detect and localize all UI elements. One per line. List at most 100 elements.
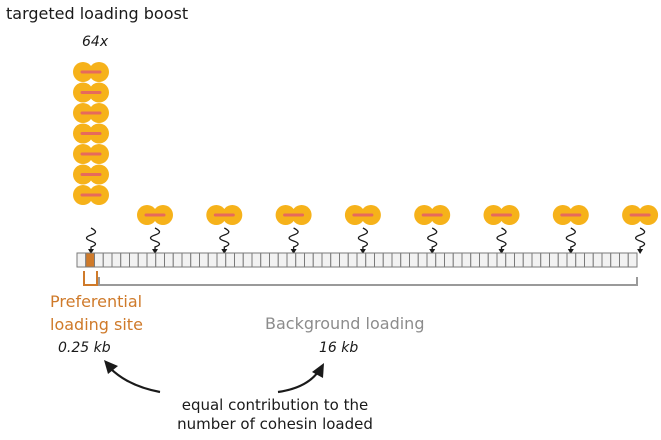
- chromatin-segment: [487, 252, 498, 268]
- background-bracket: [98, 277, 638, 286]
- cohesin-group: [73, 62, 659, 254]
- chromatin-segment: [129, 252, 139, 268]
- chromatin-segment: [120, 252, 130, 268]
- squiggle-arrowhead: [221, 249, 228, 254]
- chromatin-segment: [610, 252, 620, 268]
- background-cohesin: [206, 205, 243, 225]
- chromatin-segment: [321, 252, 332, 268]
- dna-squiggle: [357, 227, 369, 251]
- note-line1: equal contribution to the: [181, 396, 369, 414]
- chromatin-segment: [164, 252, 174, 268]
- background-size: 16 kb: [319, 340, 359, 356]
- chromatin-segment: [601, 252, 612, 268]
- preferential-label-line2: loading site: [50, 315, 143, 334]
- squiggle-arrowhead: [88, 249, 94, 254]
- stacked-cohesin: [73, 103, 109, 123]
- chromatin-segment: [514, 252, 524, 268]
- chromatin-segment: [531, 252, 542, 268]
- chromatin-segment: [102, 252, 113, 268]
- chromatin-segment: [190, 252, 200, 268]
- chromatin-segment: [522, 252, 533, 268]
- chromatin-segment: [242, 252, 253, 268]
- contribution-note: equal contribution to the number of cohe…: [120, 396, 430, 434]
- dna-squiggle: [288, 227, 299, 251]
- chromatin-segment: [286, 252, 297, 268]
- preferential-label: Preferential loading site: [50, 290, 143, 336]
- chromatin-segment: [269, 252, 279, 268]
- chromatin-segment: [461, 252, 472, 268]
- squiggle-arrowhead: [429, 249, 436, 254]
- chromatin-segment: [207, 252, 218, 268]
- chromatin-segment: [76, 252, 87, 268]
- boost-value: 64x: [82, 34, 109, 50]
- chromatin-segment: [540, 252, 550, 268]
- dna-squiggle: [496, 227, 507, 251]
- chromatin-segment: [479, 252, 489, 268]
- preferential-bracket: [83, 271, 98, 286]
- chromatin-segment: [304, 252, 314, 268]
- chromatin-segment: [225, 252, 235, 268]
- chromatin-segment: [111, 252, 122, 268]
- chromatin-segment: [584, 252, 594, 268]
- stacked-cohesin: [73, 185, 109, 205]
- dna-squiggle: [85, 227, 97, 251]
- chromatin-segment: [435, 252, 445, 268]
- preferential-label-line1: Preferential: [50, 292, 143, 311]
- chromatin-segment: [347, 252, 358, 268]
- chromatin-segment: [592, 252, 603, 268]
- dna-squiggle: [427, 227, 438, 251]
- chromatin-segment: [557, 252, 568, 268]
- dna-squiggle: [219, 227, 230, 251]
- chromatin-segment: [566, 252, 577, 268]
- chromatin-segment: [356, 252, 367, 268]
- chromatin-segment: [444, 252, 454, 268]
- squiggle-arrowhead: [290, 249, 297, 254]
- chromatin-segment: [619, 252, 629, 268]
- chromatin-segment: [277, 252, 288, 268]
- chromatin-segment: [312, 252, 323, 268]
- squiggle-arrowhead: [567, 249, 574, 254]
- background-cohesin: [483, 205, 520, 225]
- chromatin-fiber: [76, 252, 638, 268]
- squiggle-arrowhead: [359, 249, 366, 254]
- background-cohesin: [552, 205, 589, 225]
- squiggle-arrowhead: [152, 249, 158, 254]
- background-cohesin: [344, 205, 381, 225]
- chromatin-segment: [400, 252, 410, 268]
- preferential-segment: [85, 252, 95, 268]
- right-curved-arrow: [277, 371, 319, 394]
- chromatin-segment: [146, 252, 157, 268]
- stacked-cohesin: [73, 164, 109, 185]
- stacked-cohesin: [73, 123, 109, 144]
- squiggle-arrowhead: [637, 249, 644, 254]
- left-arrow-head: [104, 360, 118, 374]
- chromatin-segment: [470, 252, 480, 268]
- chromatin-segment: [417, 252, 428, 268]
- chromatin-segment: [382, 252, 393, 268]
- background-cohesin: [137, 205, 173, 225]
- chromatin-segment: [260, 252, 270, 268]
- dna-squiggle: [149, 227, 161, 251]
- chromatin-segment: [94, 252, 104, 268]
- squiggle-arrowhead: [498, 249, 505, 254]
- chromatin-segment: [199, 252, 209, 268]
- chromatin-segment: [155, 252, 165, 268]
- chromatin-segment: [251, 252, 262, 268]
- chromatin-segment: [234, 252, 244, 268]
- title: targeted loading boost: [6, 4, 189, 23]
- chromatin-segment: [627, 252, 638, 268]
- chromatin-segment: [330, 252, 340, 268]
- chromatin-segment: [137, 252, 148, 268]
- chromatin-segment: [365, 252, 375, 268]
- chromatin-segment: [295, 252, 305, 268]
- dna-squiggle: [634, 227, 646, 251]
- left-curved-arrow: [109, 367, 161, 394]
- chromatin-segment: [172, 252, 183, 268]
- stacked-cohesin: [73, 62, 109, 82]
- preferential-size: 0.25 kb: [58, 340, 111, 356]
- chromatin-segment: [575, 252, 585, 268]
- chromatin-segment: [181, 252, 192, 268]
- stacked-cohesin: [73, 144, 109, 164]
- chromatin-segment: [216, 252, 227, 268]
